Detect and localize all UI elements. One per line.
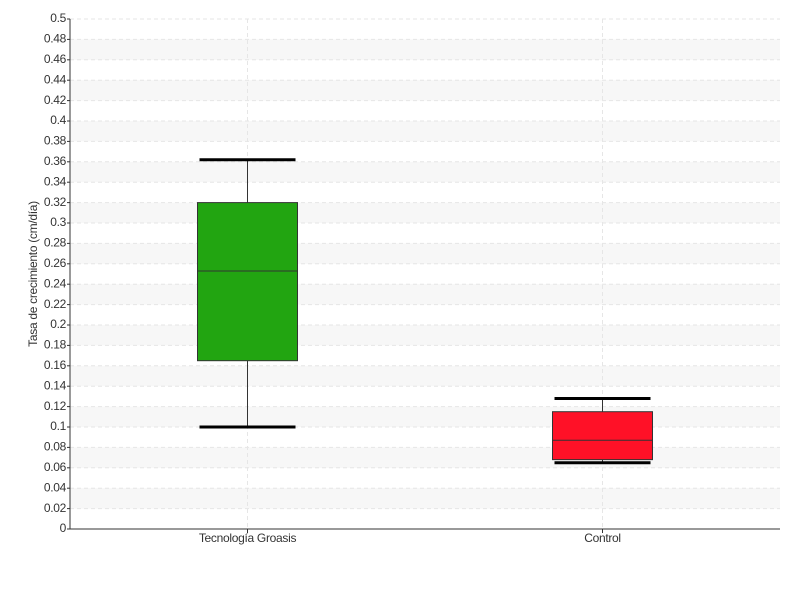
y-tick-label: 0.22 bbox=[44, 297, 67, 311]
y-tick-label: 0.12 bbox=[44, 399, 67, 413]
y-tick-label: 0.5 bbox=[50, 11, 66, 25]
y-tick-label: 0.28 bbox=[44, 236, 67, 250]
y-tick-label: 0.48 bbox=[44, 32, 67, 46]
grid-band bbox=[70, 121, 780, 142]
y-tick-label: 0.26 bbox=[44, 256, 67, 270]
y-tick-label: 0.38 bbox=[44, 134, 67, 148]
box bbox=[197, 202, 298, 362]
y-tick-label: 0.02 bbox=[44, 501, 67, 515]
y-tick-label: 0.32 bbox=[44, 195, 67, 209]
y-tick-label: 0.2 bbox=[50, 317, 66, 331]
y-tick-label: 0.46 bbox=[44, 52, 67, 66]
x-tick-label: Tecnología Groasis bbox=[199, 531, 297, 545]
grid-band bbox=[70, 406, 780, 427]
y-tick-label: 0.42 bbox=[44, 93, 67, 107]
y-tick-label: 0.18 bbox=[44, 338, 67, 352]
x-tick-label: Control bbox=[584, 531, 621, 545]
y-tick-label: 0.3 bbox=[50, 215, 66, 229]
grid-band bbox=[70, 243, 780, 264]
y-tick-label: 0.44 bbox=[44, 72, 67, 86]
y-tick-label: 0 bbox=[60, 521, 67, 535]
y-tick-label: 0.08 bbox=[44, 440, 67, 454]
y-tick-label: 0.14 bbox=[44, 378, 67, 392]
y-tick-label: 0.36 bbox=[44, 154, 67, 168]
grid-band bbox=[70, 284, 780, 305]
grid-band bbox=[70, 80, 780, 101]
y-tick-label: 0.34 bbox=[44, 174, 67, 188]
y-tick-label: 0.24 bbox=[44, 276, 67, 290]
grid-band bbox=[70, 161, 780, 183]
grid-band bbox=[70, 365, 780, 387]
grid-band bbox=[70, 202, 780, 223]
y-axis-label: Tasa de crecimiento (cm/día) bbox=[26, 201, 40, 347]
y-tick-label: 0.4 bbox=[50, 113, 66, 127]
box bbox=[552, 411, 653, 461]
grid-band bbox=[70, 447, 780, 468]
grid-band bbox=[70, 39, 780, 60]
y-tick-label: 0.1 bbox=[50, 419, 66, 433]
grid-band bbox=[70, 488, 780, 509]
grid-band bbox=[70, 325, 780, 346]
y-tick-label: 0.04 bbox=[44, 480, 67, 494]
y-tick-label: 0.06 bbox=[44, 460, 67, 474]
y-tick-label: 0.16 bbox=[44, 358, 67, 372]
